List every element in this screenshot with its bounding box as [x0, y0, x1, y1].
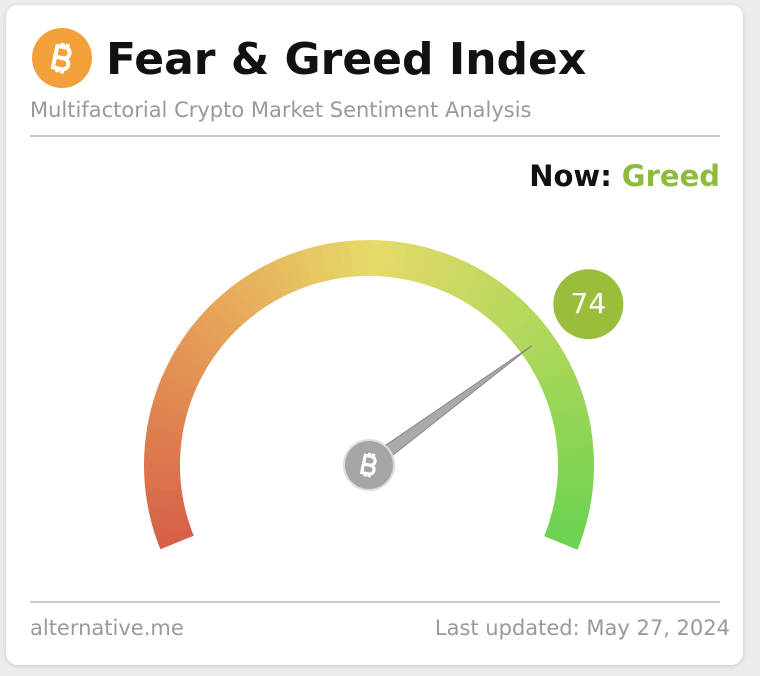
gauge-arc-segment [523, 335, 559, 364]
gauge-arc-segment [210, 298, 243, 331]
gauge-arc-segment [339, 240, 354, 278]
gauge-arc-segment [549, 512, 587, 532]
gauge-arc-segment [557, 443, 594, 456]
gauge-arc-segment [532, 351, 569, 378]
gauge-arc-segment [463, 269, 490, 306]
gauge-arc-segment [217, 291, 249, 326]
gauge-arc-segment [154, 386, 192, 408]
gauge-arc-segment [147, 414, 185, 432]
source: alternative.me [30, 616, 184, 640]
gauge-arc-segment [240, 274, 269, 310]
gauge-arc-segment [248, 269, 276, 306]
gauge-arc-segment [551, 405, 589, 424]
gauge-arc-segment [153, 519, 191, 541]
gauge-arc-segment [556, 434, 594, 448]
gauge-arc-segment [518, 327, 554, 357]
subtitle: Multifactorial Crypto Market Sentiment A… [30, 98, 532, 122]
hub-logo-glyph [359, 452, 377, 478]
gauge-arc-segment [292, 250, 313, 288]
gauge-arc-segment [179, 334, 215, 363]
gauge-arc-segment [546, 386, 584, 408]
gauge-arc-segment [191, 319, 226, 350]
gauge-arc-segment [470, 274, 498, 311]
gauge-arc-segment [401, 243, 418, 281]
gauge-arc-segment [320, 243, 337, 281]
gauge-arc-segment [152, 395, 190, 416]
gauge-arc-segment [502, 305, 535, 338]
gauge-arc-segment [553, 414, 591, 432]
gauge-arc-segment [455, 265, 482, 302]
bitcoin-logo [32, 28, 92, 88]
gauge-arc-segment [349, 240, 362, 277]
value-label: 74 [571, 287, 607, 320]
gauge-arc-segment [448, 260, 473, 298]
gauge-arc-segment [556, 479, 594, 494]
gauge-arc-segment [425, 250, 447, 288]
gauge-arc-segment [197, 312, 231, 344]
gauge-arc-segment [385, 240, 399, 278]
gauge-arc-segment [489, 292, 521, 326]
gauge-arc-segment [157, 377, 195, 400]
gauge-arc-segment [551, 504, 590, 522]
gauge-arc-segment [539, 368, 577, 393]
gauge-arc-segment [311, 245, 329, 283]
gauge-arc-segment [301, 247, 321, 285]
gauge-arc-segment [224, 285, 255, 320]
gauge-arc-segment [147, 495, 185, 512]
gauge-arc-segment [151, 511, 189, 531]
status: Now: Greed [529, 159, 720, 193]
gauge-arc-segment [557, 471, 594, 484]
gauge-arc-segment [409, 245, 428, 283]
gauge-arc-segment [496, 298, 528, 332]
gauge-arc-segment [165, 359, 203, 385]
gauge-arc-segment [149, 405, 187, 424]
gauge-arc-segment [146, 424, 184, 440]
gauge-arc-segment [513, 319, 548, 350]
gauge-arc-segment [203, 305, 237, 337]
gauge-arc-segment [265, 260, 290, 298]
gauge-arc-segment [377, 240, 390, 277]
gauge-arc-segment [169, 351, 207, 378]
last-updated: Last updated: May 27, 2024 [435, 616, 730, 640]
gauge-arc-segment [256, 264, 283, 302]
gauge-arc-segment [527, 343, 564, 371]
gauge-arc-segment [185, 326, 220, 357]
gauge-arc-segment [548, 396, 587, 416]
gauge-arc-segment [148, 503, 187, 522]
gauge-arc-segment [144, 433, 182, 448]
gauge-arc-segment [483, 286, 514, 321]
gauge-arc-segment [543, 377, 581, 400]
hub-logo [359, 452, 377, 478]
gauge-arc-segment [144, 443, 181, 456]
gauge-arc-segment [330, 241, 345, 279]
gauge-arc-segment [274, 256, 298, 294]
gauge-arc-segment [144, 471, 181, 483]
gauge-arc-segment [393, 241, 409, 279]
gauge-arc-segment [283, 253, 306, 291]
gauge-arc-segment [553, 496, 591, 513]
gauge-arc-segment [440, 256, 465, 294]
classification: Greed [622, 159, 720, 193]
gauge-arc-segment [555, 488, 593, 503]
gauge-arc-segment [554, 424, 592, 440]
gauge-arc-segment [156, 527, 194, 550]
gauge-arc-segment [433, 253, 456, 291]
gauge-arc-segment [536, 360, 573, 385]
gauge-arc-segment [546, 520, 585, 541]
gauge-arc-segment [476, 280, 506, 316]
title: Fear & Greed Index [106, 34, 586, 85]
gauge-arc-segment [544, 528, 582, 550]
gauge-arc-segment [145, 487, 183, 503]
gauge: 74 [144, 239, 624, 550]
gauge-arc-segment [144, 479, 182, 493]
gauge-arc-segment [232, 280, 262, 315]
gauge-arc-segment [174, 342, 211, 370]
gauge-arc-segment [507, 312, 542, 344]
value-badge [553, 269, 624, 340]
gauge-arc-segment [417, 247, 437, 285]
gauge-arc-segment [161, 368, 199, 392]
status-label: Now: [529, 159, 612, 193]
